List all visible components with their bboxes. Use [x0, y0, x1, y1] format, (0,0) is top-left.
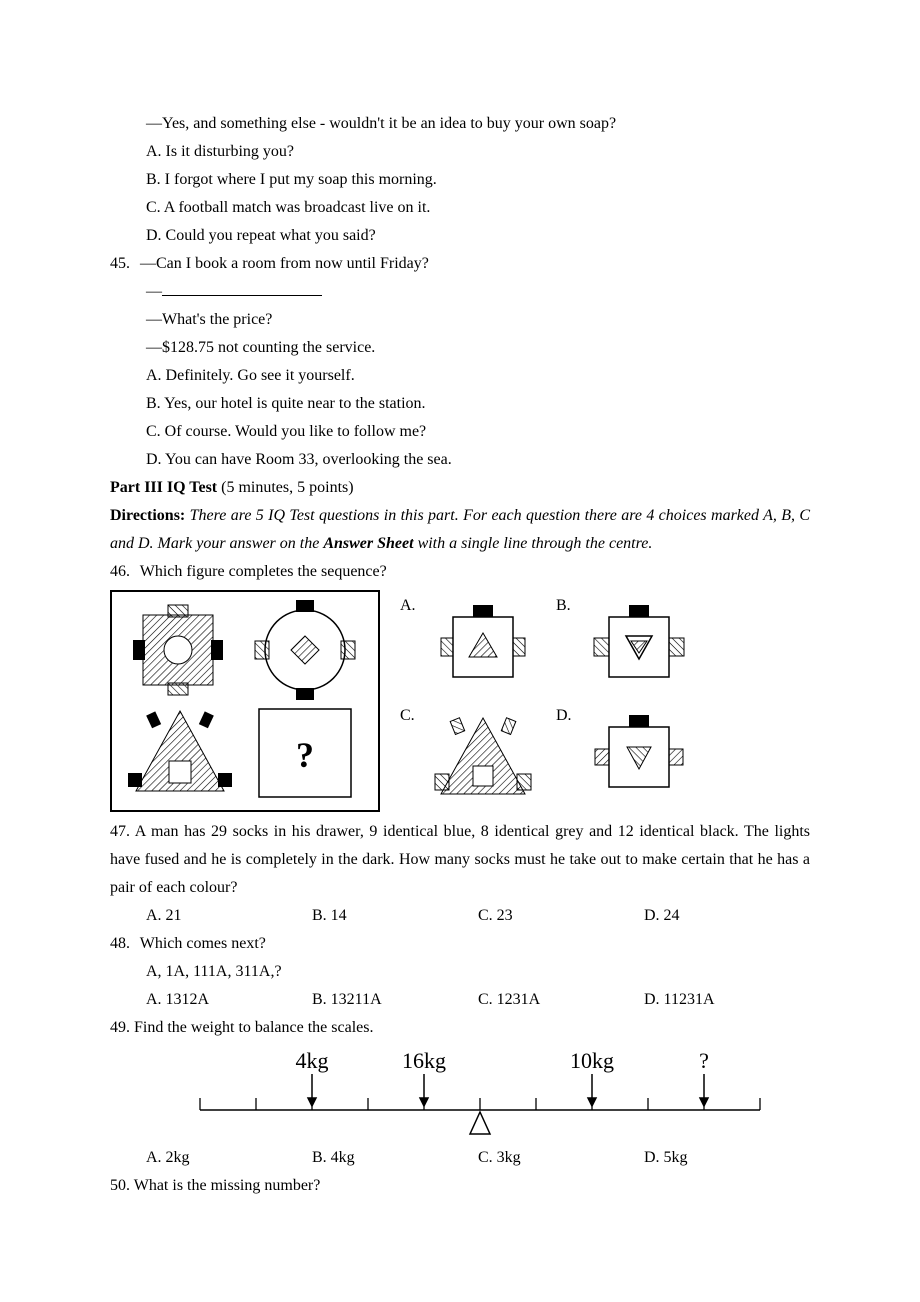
q49-option-b: B. 4kg — [312, 1144, 478, 1172]
q44-option-a: A. Is it disturbing you? — [110, 138, 810, 166]
q46-option-a-icon — [428, 595, 538, 695]
q47-option-d: D. 24 — [644, 902, 810, 930]
q49-option-c: C. 3kg — [478, 1144, 644, 1172]
q46-figures: ? A. B. — [110, 590, 810, 812]
q48-option-c: C. 1231A — [478, 986, 644, 1014]
q45-line1: 45. —Can I book a room from now until Fr… — [110, 250, 810, 278]
q46-sequence-box: ? — [110, 590, 380, 812]
q46-number: 46. — [110, 558, 136, 586]
q47-option-c: C. 23 — [478, 902, 644, 930]
q49-text: Find the weight to balance the scales. — [134, 1019, 373, 1036]
q48-line: 48. Which comes next? — [110, 930, 810, 958]
q46-option-b-icon — [584, 595, 694, 695]
part3-title-rest: (5 minutes, 5 points) — [221, 479, 353, 496]
q45-option-a: A. Definitely. Go see it yourself. — [110, 362, 810, 390]
directions-answer-sheet: Answer Sheet — [323, 535, 413, 552]
q45-dash: — — [146, 283, 162, 300]
q48-number: 48. — [110, 930, 136, 958]
q48-option-a: A. 1312A — [146, 986, 312, 1014]
q49-number: 49. — [110, 1019, 130, 1036]
q49-option-a: A. 2kg — [146, 1144, 312, 1172]
q45-blank-line: — — [110, 278, 810, 306]
q48-option-b: B. 13211A — [312, 986, 478, 1014]
q45-prompt: —Can I book a room from now until Friday… — [140, 255, 429, 272]
svg-text:4kg: 4kg — [296, 1048, 329, 1073]
q49-scale-svg: 4kg 16kg 10kg ? — [190, 1048, 770, 1140]
q46-text: Which figure completes the sequence? — [140, 563, 387, 580]
q46-answer-grid: A. B. C. — [400, 590, 704, 810]
q50-line: 50. What is the missing number? — [110, 1172, 810, 1200]
q46-label-d: D. — [556, 700, 576, 730]
q46-label-b: B. — [556, 590, 576, 620]
part3-title-bold: Part III IQ Test — [110, 479, 221, 496]
q45-line3: —What's the price? — [110, 306, 810, 334]
q47-option-a: A. 21 — [146, 902, 312, 930]
q49-option-d: D. 5kg — [644, 1144, 810, 1172]
svg-text:?: ? — [296, 735, 314, 775]
q50-number: 50. — [110, 1177, 130, 1194]
q44-option-c: C. A football match was broadcast live o… — [110, 194, 810, 222]
q47-options: A. 21 B. 14 C. 23 D. 24 — [110, 902, 810, 930]
q45-option-b: B. Yes, our hotel is quite near to the s… — [110, 390, 810, 418]
q49-scale: 4kg 16kg 10kg ? — [190, 1048, 810, 1140]
part3-directions: Directions: There are 5 IQ Test question… — [110, 502, 810, 558]
q47-number: 47. — [110, 823, 130, 840]
q45-number: 45. — [110, 250, 136, 278]
q48-option-d: D. 11231A — [644, 986, 810, 1014]
q50-text: What is the missing number? — [134, 1177, 321, 1194]
q48-text: Which comes next? — [140, 935, 266, 952]
directions-label: Directions: — [110, 507, 190, 524]
q47-line: 47. A man has 29 socks in his drawer, 9 … — [110, 818, 810, 902]
svg-text:?: ? — [699, 1048, 709, 1073]
q46-label-a: A. — [400, 590, 420, 620]
svg-text:16kg: 16kg — [402, 1048, 446, 1073]
q45-option-c: C. Of course. Would you like to follow m… — [110, 418, 810, 446]
q49-line: 49. Find the weight to balance the scale… — [110, 1014, 810, 1042]
q46-option-d-icon — [584, 705, 694, 805]
q44-option-d: D. Could you repeat what you said? — [110, 222, 810, 250]
q46-label-c: C. — [400, 700, 420, 730]
q48-sequence: A, 1A, 111A, 311A,? — [110, 958, 810, 986]
q47-text: A man has 29 socks in his drawer, 9 iden… — [110, 823, 810, 896]
q46-option-c-icon — [428, 705, 538, 805]
q45-blank — [162, 281, 322, 296]
q49-options: A. 2kg B. 4kg C. 3kg D. 5kg — [110, 1144, 810, 1172]
part3-title: Part III IQ Test (5 minutes, 5 points) — [110, 474, 810, 502]
directions-text-2: with a single line through the centre. — [414, 535, 653, 552]
q48-options: A. 1312A B. 13211A C. 1231A D. 11231A — [110, 986, 810, 1014]
q47-option-b: B. 14 — [312, 902, 478, 930]
q45-option-d: D. You can have Room 33, overlooking the… — [110, 446, 810, 474]
svg-text:10kg: 10kg — [570, 1048, 614, 1073]
q44-option-b: B. I forgot where I put my soap this mor… — [110, 166, 810, 194]
q44-response: —Yes, and something else - wouldn't it b… — [110, 110, 810, 138]
q45-line4: —$128.75 not counting the service. — [110, 334, 810, 362]
q46-line: 46. Which figure completes the sequence? — [110, 558, 810, 586]
